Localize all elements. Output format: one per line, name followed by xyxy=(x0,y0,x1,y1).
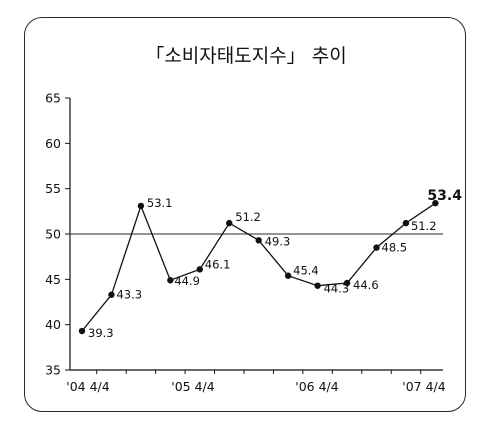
y-tick-label: 55 xyxy=(45,181,61,196)
data-point xyxy=(108,291,115,298)
x-tick-label: '05 4/4 xyxy=(171,379,214,394)
data-point xyxy=(78,327,86,335)
data-label: 44.3 xyxy=(324,282,350,296)
y-tick-label: 40 xyxy=(45,317,61,332)
x-tick-label: '04 4/4 xyxy=(66,379,109,394)
x-tick-label: '07 4/4 xyxy=(402,379,445,394)
data-label: 51.2 xyxy=(235,210,261,224)
data-point xyxy=(226,219,233,227)
data-point xyxy=(137,202,145,210)
data-point xyxy=(343,279,351,287)
data-label: 45.4 xyxy=(293,264,319,278)
data-label: 44.6 xyxy=(353,278,379,292)
y-tick-label: 35 xyxy=(45,363,61,378)
data-label: 48.5 xyxy=(382,241,408,255)
data-point xyxy=(196,266,203,273)
y-tick-label: 65 xyxy=(45,91,61,106)
data-point xyxy=(255,237,262,244)
y-tick-label: 45 xyxy=(45,272,61,287)
data-point xyxy=(314,282,321,289)
y-tick-label: 50 xyxy=(45,227,61,242)
data-points xyxy=(78,199,439,335)
axes: 35 40 45 50 55 60 65 '04 4/4 '05 4/4 '06 4/4 '07 4… xyxy=(45,91,446,395)
data-label: 46.1 xyxy=(205,257,231,271)
x-tick-label: '06 4/4 xyxy=(295,379,338,394)
data-point xyxy=(373,244,380,251)
data-label: 44.9 xyxy=(174,274,200,288)
data-label: 39.3 xyxy=(88,326,114,340)
data-point xyxy=(402,219,410,227)
data-label: 53.1 xyxy=(147,196,173,210)
data-label: 43.3 xyxy=(116,288,142,302)
y-tick-label: 60 xyxy=(45,136,61,151)
data-point xyxy=(284,272,292,279)
data-point xyxy=(167,277,174,284)
data-labels: 39.3 43.3 53.1 44.9 46.1 51.2 49.3 45.4 44.3 44.6… xyxy=(88,188,462,340)
data-label: 53.4 xyxy=(427,188,462,204)
chart-frame xyxy=(24,17,466,412)
data-label: 51.2 xyxy=(411,219,437,233)
data-point xyxy=(432,199,439,207)
data-label: 49.3 xyxy=(265,234,291,248)
chart-title: 「소비자태도지수」 추이 xyxy=(145,45,346,67)
